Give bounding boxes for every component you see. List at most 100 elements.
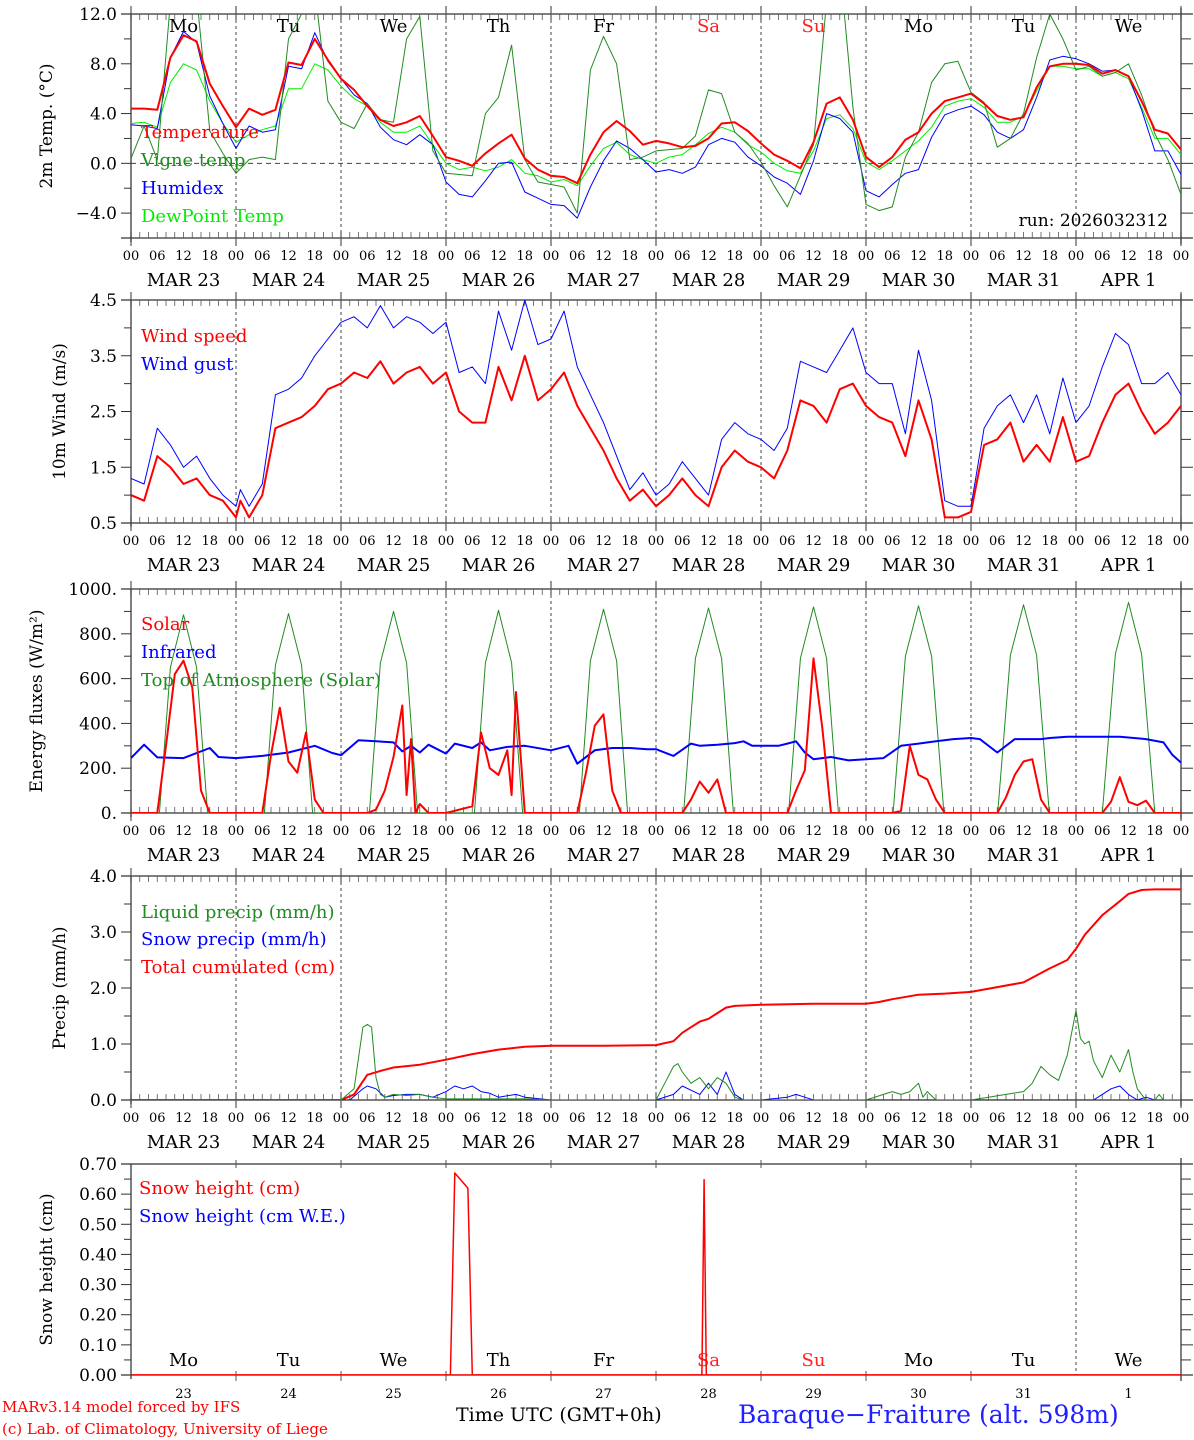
date-label: MAR 24 — [252, 555, 326, 576]
hour-tick-label: 00 — [858, 534, 875, 549]
y-tick-label: 0.60 — [79, 1185, 117, 1205]
hour-tick-label: 06 — [254, 534, 271, 549]
y-axis-title: 10m Wind (m/s) — [50, 343, 70, 480]
hour-tick-label: 00 — [648, 249, 665, 264]
hour-tick-label: 18 — [621, 824, 638, 839]
date-label: MAR 23 — [147, 270, 221, 291]
hour-tick-label: 00 — [123, 534, 140, 549]
hour-tick-label: 00 — [753, 249, 770, 264]
legend-entry: Humidex — [141, 178, 223, 199]
hour-tick-label: 18 — [201, 1111, 218, 1126]
day-of-week-label: Th — [487, 16, 511, 37]
day-number-label: 28 — [700, 1387, 717, 1402]
date-label: MAR 26 — [462, 845, 536, 866]
hour-tick-label: 18 — [306, 824, 323, 839]
panel-temperature: −4.0 0.0 4.0 8.0 12.0 2m Temp. (°C) 00 06 12 18 00… — [37, 5, 1193, 291]
hour-tick-label: 12 — [700, 824, 717, 839]
hour-tick-label: 06 — [569, 824, 586, 839]
hour-tick-label: 18 — [516, 824, 533, 839]
hour-tick-label: 12 — [1015, 1111, 1032, 1126]
hour-tick-label: 06 — [884, 249, 901, 264]
hour-tick-label: 18 — [201, 824, 218, 839]
hour-tick-label: 12 — [910, 249, 927, 264]
y-tick-label: 4.5 — [90, 291, 117, 311]
date-label: MAR 29 — [777, 555, 851, 576]
hour-tick-label: 06 — [989, 249, 1006, 264]
date-label: MAR 27 — [567, 1132, 641, 1153]
hour-tick-label: 00 — [438, 534, 455, 549]
y-tick-label: 0.20 — [79, 1306, 117, 1326]
y-tick-label: 1.0 — [90, 1035, 117, 1055]
series-line-total-cumulated-cm- — [131, 888, 1181, 1100]
hour-tick-label: 18 — [201, 249, 218, 264]
date-label: MAR 31 — [987, 555, 1061, 576]
hour-tick-label: 00 — [753, 534, 770, 549]
hour-tick-label: 06 — [359, 824, 376, 839]
hour-tick-label: 00 — [648, 1111, 665, 1126]
hour-tick-label: 18 — [411, 534, 428, 549]
hour-tick-label: 12 — [805, 1111, 822, 1126]
date-label: MAR 25 — [357, 555, 431, 576]
lab-credit: (c) Lab. of Climatology, University of L… — [2, 1420, 328, 1438]
day-number-label: 29 — [805, 1387, 822, 1402]
legend-entry: DewPoint Temp — [141, 206, 284, 227]
day-of-week-label: Tu — [1012, 1350, 1036, 1371]
hour-tick-label: 06 — [884, 824, 901, 839]
hour-tick-label: 12 — [385, 249, 402, 264]
day-of-week-label: Tu — [1012, 16, 1036, 37]
day-of-week-label: Tu — [277, 16, 301, 37]
date-label: MAR 27 — [567, 270, 641, 291]
hour-tick-label: 06 — [149, 824, 166, 839]
hour-tick-label: 18 — [621, 534, 638, 549]
hour-tick-label: 06 — [254, 249, 271, 264]
date-label: MAR 27 — [567, 845, 641, 866]
date-label: MAR 26 — [462, 1132, 536, 1153]
hour-tick-label: 06 — [149, 534, 166, 549]
hour-tick-label: 18 — [621, 1111, 638, 1126]
date-label: MAR 23 — [147, 845, 221, 866]
hour-tick-label: 00 — [438, 824, 455, 839]
hour-tick-label: 06 — [254, 824, 271, 839]
legend-entry: Wind gust — [141, 354, 234, 375]
day-number-label: 26 — [490, 1387, 507, 1402]
hour-tick-label: 06 — [149, 249, 166, 264]
hour-tick-label: 00 — [963, 534, 980, 549]
y-tick-label: 2.5 — [90, 403, 117, 423]
hour-tick-label: 00 — [543, 534, 560, 549]
day-of-week-label: Sa — [697, 1350, 720, 1371]
hour-tick-label: 18 — [516, 534, 533, 549]
hour-tick-label: 18 — [411, 824, 428, 839]
y-tick-label: 1.5 — [90, 458, 117, 478]
hour-tick-label: 06 — [1094, 534, 1111, 549]
y-tick-label: 0.70 — [79, 1155, 117, 1175]
hour-tick-label: 12 — [385, 534, 402, 549]
hour-tick-label: 12 — [1120, 534, 1137, 549]
y-axis-title: Energy fluxes (W/m²) — [27, 610, 47, 793]
hour-tick-label: 06 — [674, 534, 691, 549]
hour-tick-label: 00 — [753, 824, 770, 839]
hour-tick-label: 12 — [1120, 249, 1137, 264]
date-label: APR 1 — [1100, 555, 1157, 576]
y-tick-label: 4.0 — [90, 105, 117, 125]
date-label: MAR 24 — [252, 845, 326, 866]
date-label: MAR 29 — [777, 1132, 851, 1153]
hour-tick-label: 06 — [464, 534, 481, 549]
series-line-temperature — [131, 34, 1181, 185]
hour-tick-label: 00 — [753, 1111, 770, 1126]
hour-tick-label: 18 — [831, 249, 848, 264]
hour-tick-label: 18 — [1146, 1111, 1163, 1126]
hour-tick-label: 00 — [123, 824, 140, 839]
date-label: APR 1 — [1100, 1132, 1157, 1153]
day-of-week-label: We — [380, 1350, 408, 1371]
panel-precip: 0.0 1.0 2.0 3.0 4.0 Precip (mm/h) 00 06 12 18 00 06… — [50, 867, 1193, 1153]
legend-entry: Total cumulated (cm) — [141, 957, 335, 978]
legend-entry: Liquid precip (mm/h) — [141, 902, 335, 923]
series-line-infrared — [131, 735, 1181, 765]
day-of-week-label: Mo — [169, 1350, 198, 1371]
hour-tick-label: 12 — [490, 249, 507, 264]
series-line-snow-height-cm- — [131, 1172, 1181, 1375]
hour-tick-label: 12 — [175, 824, 192, 839]
day-of-week-label: We — [380, 16, 408, 37]
hour-tick-label: 18 — [1146, 824, 1163, 839]
hour-tick-label: 12 — [595, 534, 612, 549]
